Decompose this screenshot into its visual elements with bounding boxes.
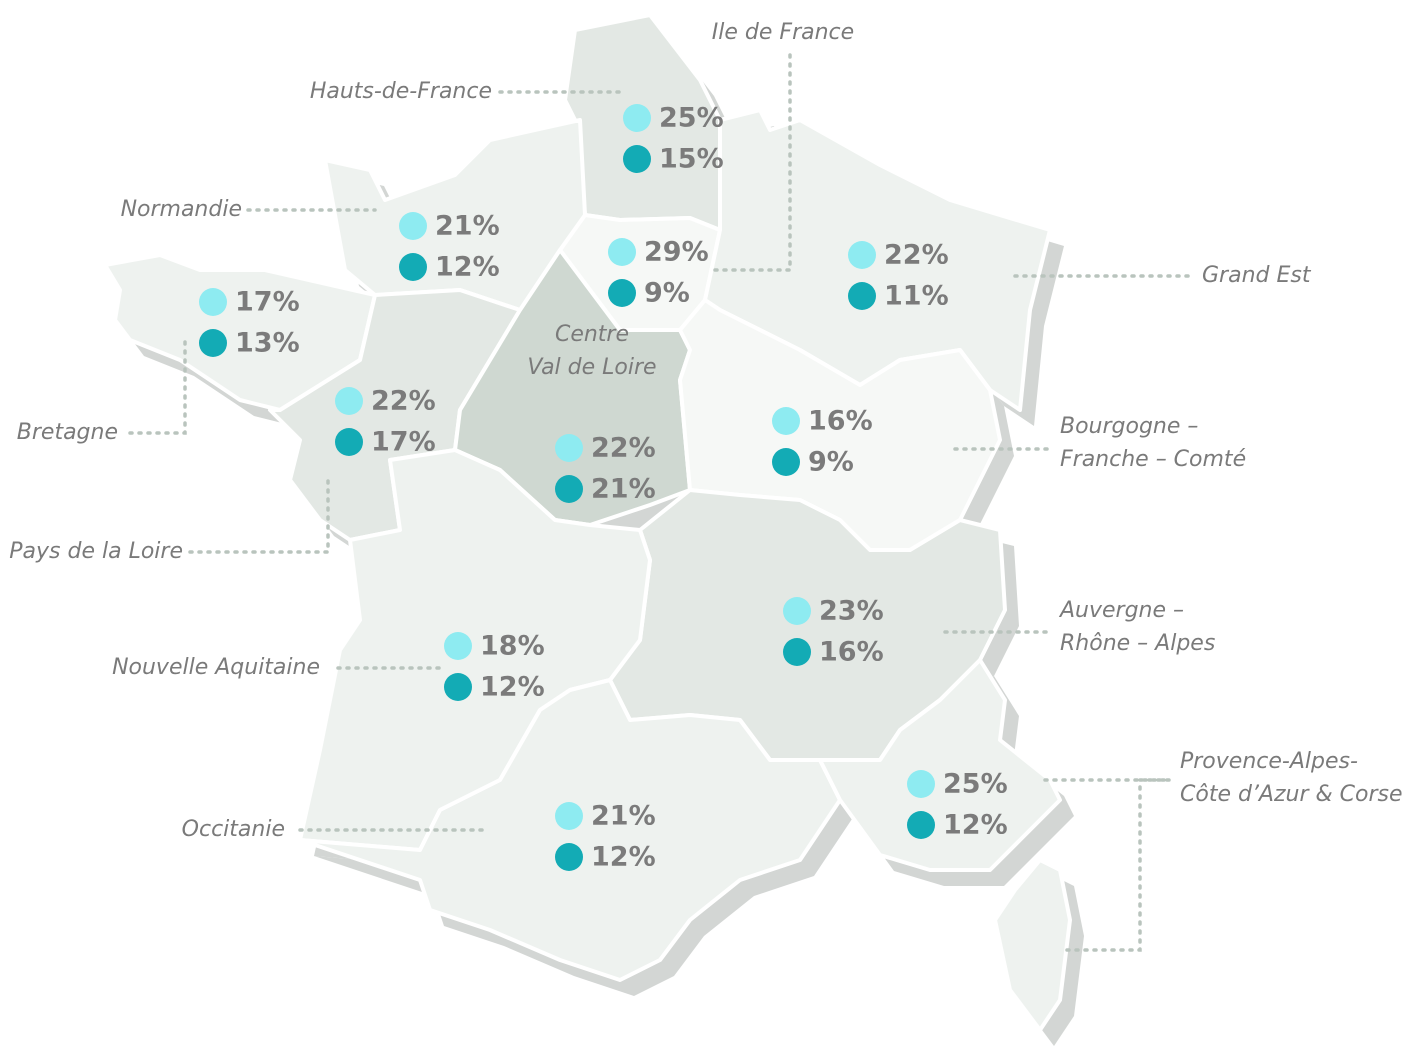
value-label: 17% [371, 427, 436, 458]
value-label: 12% [943, 810, 1008, 841]
value-dot [907, 811, 935, 839]
value-label: 29% [644, 237, 709, 268]
region-name: Occitanie [182, 817, 285, 842]
region [993, 858, 1072, 1032]
value-dot [555, 475, 583, 503]
value-label: 12% [435, 252, 500, 283]
labels: Hauts-de-France 25% 15% Ile de France 29% 9% G… [9, 20, 1403, 952]
value-dot [199, 329, 227, 357]
value-dot [335, 428, 363, 456]
region-name: Auvergne – [1058, 598, 1184, 623]
value-dot [444, 673, 472, 701]
value-label: 15% [659, 144, 724, 175]
region-name: Hauts-de-France [310, 79, 492, 104]
region-name: Rhône – Alpes [1060, 631, 1215, 656]
value-dot [848, 282, 876, 310]
regions [103, 13, 1072, 1032]
value-label: 17% [235, 287, 300, 318]
value-dot [555, 802, 583, 830]
value-dot [907, 770, 935, 798]
value-dot [399, 212, 427, 240]
value-label: 22% [371, 386, 436, 417]
region-name: Normandie [121, 197, 242, 222]
value-dot [848, 241, 876, 269]
value-dot [199, 288, 227, 316]
value-dot [555, 434, 583, 462]
value-label: 21% [435, 211, 500, 242]
value-label: 16% [808, 406, 873, 437]
value-dot [608, 238, 636, 266]
leader-line [188, 476, 330, 554]
region [818, 658, 1062, 872]
value-dot [772, 448, 800, 476]
value-label: 22% [884, 240, 949, 271]
value-label: 12% [480, 672, 545, 703]
value-dot [335, 387, 363, 415]
region-name: Ile de France [712, 20, 854, 45]
value-dot [608, 279, 636, 307]
value-label: 23% [819, 596, 884, 627]
region-name: Val de Loire [527, 355, 656, 380]
value-label: 21% [591, 801, 656, 832]
leader-line [1043, 778, 1170, 952]
region-name: Bourgogne – [1060, 414, 1198, 439]
region-name: Nouvelle Aquitaine [112, 655, 320, 680]
value-label: 22% [591, 433, 656, 464]
value-label: 16% [819, 637, 884, 668]
value-label: 9% [644, 278, 690, 309]
value-label: 25% [943, 769, 1008, 800]
value-label: 25% [659, 103, 724, 134]
leader-line [713, 53, 792, 272]
region-name: Provence-Alpes- [1180, 749, 1358, 774]
value-dot [444, 632, 472, 660]
value-dot [783, 597, 811, 625]
region-name: Pays de la Loire [9, 539, 183, 564]
leader-line [128, 338, 187, 435]
value-label: 18% [480, 631, 545, 662]
value-dot [623, 104, 651, 132]
value-label: 21% [591, 474, 656, 505]
value-label: 11% [884, 281, 949, 312]
region-name: Grand Est [1202, 263, 1312, 288]
value-label: 9% [808, 447, 854, 478]
value-dot [783, 638, 811, 666]
value-dot [623, 145, 651, 173]
value-label: 13% [235, 328, 300, 359]
region-name: Côte d’Azur & Corse [1180, 782, 1403, 807]
region-name: Franche – Comté [1060, 447, 1246, 472]
value-dot [555, 843, 583, 871]
region-name: Centre [555, 322, 629, 347]
region-name: Bretagne [17, 420, 118, 445]
value-dot [772, 407, 800, 435]
value-dot [399, 253, 427, 281]
value-label: 12% [591, 842, 656, 873]
